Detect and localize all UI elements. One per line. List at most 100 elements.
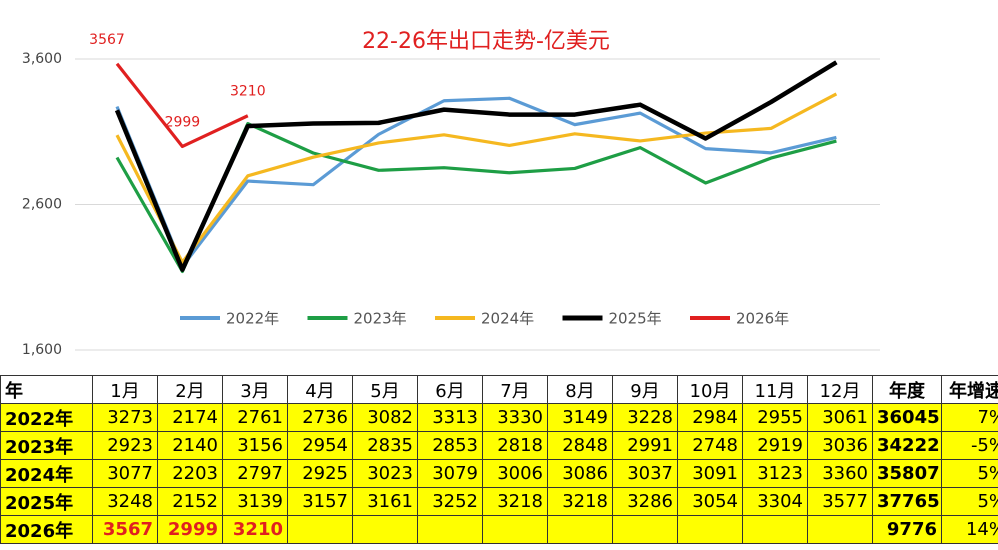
value-cell: 2174: [157, 403, 223, 432]
value-cell: 3304: [742, 487, 808, 516]
row-label: 2025年: [0, 487, 93, 516]
value-cell: 3248: [92, 487, 158, 516]
value-cell: [287, 515, 353, 544]
value-cell: 3210: [222, 515, 288, 544]
value-cell: 3006: [482, 459, 548, 488]
value-cell: 3360: [807, 459, 873, 488]
value-cell: 2955: [742, 403, 808, 432]
table-row: 年 1月 2月 3月 4月 5月 6月 7月 8月 9月 10月 11月 12月 年度 年增速: [0, 375, 998, 404]
total-cell: 9776: [872, 515, 942, 544]
legend-label: 2026年: [736, 310, 789, 328]
value-cell: 3567: [92, 515, 158, 544]
series-line: [115, 122, 837, 274]
value-cell: [677, 515, 743, 544]
header-cell: 6月: [417, 375, 483, 404]
value-cell: 2923: [92, 431, 158, 460]
header-cell: 7月: [482, 375, 548, 404]
data-label: 2999: [165, 114, 201, 130]
row-label: 2026年: [0, 515, 93, 544]
value-cell: 2761: [222, 403, 288, 432]
header-cell: 5月: [352, 375, 418, 404]
total-cell: 35807: [872, 459, 942, 488]
series-line: [115, 62, 249, 149]
value-cell: 2848: [547, 431, 613, 460]
series-line: [114, 60, 838, 272]
value-cell: 3149: [547, 403, 613, 432]
value-cell: 2925: [287, 459, 353, 488]
value-cell: 2919: [742, 431, 808, 460]
value-cell: [807, 515, 873, 544]
y-tick-label: 3,600: [22, 51, 62, 67]
legend-label: 2024年: [481, 310, 534, 328]
total-cell: 36045: [872, 403, 942, 432]
header-cell: 年度: [872, 375, 942, 404]
total-cell: 34222: [872, 431, 942, 460]
value-cell: 2999: [157, 515, 223, 544]
growth-cell: -5%: [941, 431, 998, 460]
data-label: 3567: [89, 32, 125, 48]
header-cell: 9月: [612, 375, 678, 404]
value-cell: 3156: [222, 431, 288, 460]
value-cell: 2984: [677, 403, 743, 432]
value-cell: 2818: [482, 431, 548, 460]
value-cell: 2152: [157, 487, 223, 516]
row-label: 2022年: [0, 403, 93, 432]
value-cell: 2797: [222, 459, 288, 488]
value-cell: 3123: [742, 459, 808, 488]
value-cell: 2954: [287, 431, 353, 460]
value-cell: 2140: [157, 431, 223, 460]
legend-label: 2025年: [609, 310, 662, 328]
table-row: 2025年 3248 2152 3139 3157 3161 3252 3218 3218 328…: [0, 487, 998, 516]
value-cell: 3286: [612, 487, 678, 516]
value-cell: 2203: [157, 459, 223, 488]
value-cell: [547, 515, 613, 544]
y-tick-label: 2,600: [22, 197, 62, 213]
value-cell: 3273: [92, 403, 158, 432]
value-cell: 3037: [612, 459, 678, 488]
value-cell: 3157: [287, 487, 353, 516]
data-label: 3210: [230, 84, 266, 100]
value-cell: 3330: [482, 403, 548, 432]
total-cell: 37765: [872, 487, 942, 516]
value-cell: 3054: [677, 487, 743, 516]
header-cell: 10月: [677, 375, 743, 404]
header-cell: 1月: [92, 375, 158, 404]
table-row: 2023年 2923 2140 3156 2954 2835 2853 2818 2848 299…: [0, 431, 998, 460]
chart: 22-26年出口走势-亿美元 1,600 2,600 3,600 3567 2999 32…: [22, 29, 880, 358]
table-row: 2024年 3077 2203 2797 2925 3023 3079 3006 3086 303…: [0, 459, 998, 488]
header-cell: 4月: [287, 375, 353, 404]
row-label: 2024年: [0, 459, 93, 488]
value-cell: 3161: [352, 487, 418, 516]
growth-cell: 5%: [941, 459, 998, 488]
value-cell: 3252: [417, 487, 483, 516]
value-cell: 2736: [287, 403, 353, 432]
value-cell: [742, 515, 808, 544]
header-cell: 2月: [157, 375, 223, 404]
value-cell: 3082: [352, 403, 418, 432]
value-cell: 3077: [92, 459, 158, 488]
header-cell: 11月: [742, 375, 808, 404]
value-cell: 2991: [612, 431, 678, 460]
data-table: 年 1月 2月 3月 4月 5月 6月 7月 8月 9月 10月 11月 12月 年度 年增速 2022年 32…: [0, 375, 998, 544]
value-cell: [482, 515, 548, 544]
header-cell: 年: [0, 375, 93, 404]
value-cell: [352, 515, 418, 544]
value-cell: 3036: [807, 431, 873, 460]
value-cell: 2853: [417, 431, 483, 460]
value-cell: 3313: [417, 403, 483, 432]
growth-cell: 14%: [941, 515, 998, 544]
value-cell: 3139: [222, 487, 288, 516]
value-cell: 2835: [352, 431, 418, 460]
value-cell: 3086: [547, 459, 613, 488]
legend-label: 2023年: [354, 310, 407, 328]
value-cell: 2748: [677, 431, 743, 460]
row-label: 2023年: [0, 431, 93, 460]
value-cell: [612, 515, 678, 544]
value-cell: 3228: [612, 403, 678, 432]
table-row: 2022年 3273 2174 2761 2736 3082 3313 3330 3149 322…: [0, 403, 998, 432]
value-cell: 3079: [417, 459, 483, 488]
header-cell: 12月: [807, 375, 873, 404]
value-cell: 3218: [482, 487, 548, 516]
